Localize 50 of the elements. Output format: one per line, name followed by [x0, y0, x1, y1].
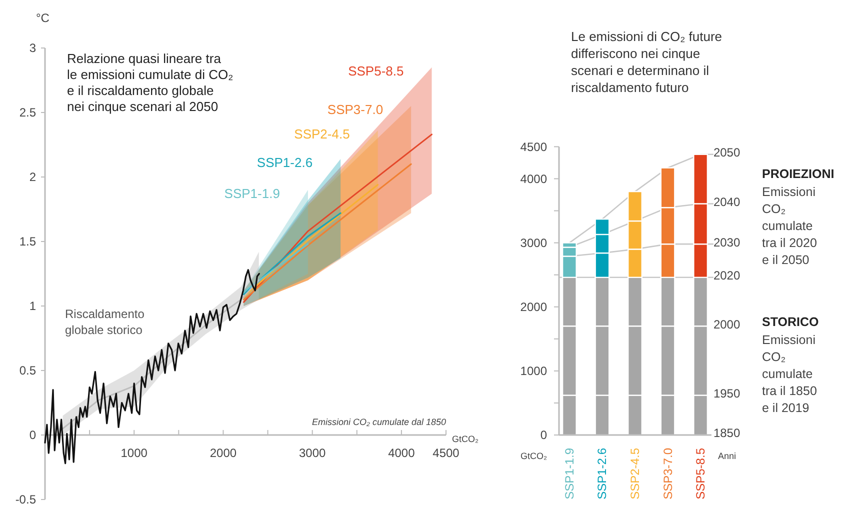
series-label: Riscaldamento globale storico — [65, 307, 145, 337]
annotation: 2020 — [713, 268, 740, 283]
annotation: 1850 — [713, 426, 740, 440]
y-tick-label: -0.5 — [15, 492, 36, 507]
text: SSP1-1.9 — [224, 186, 280, 201]
x-tick-label: 3000 — [298, 446, 326, 460]
annotation: 2050 — [713, 146, 740, 160]
y-axis-title: GtCO₂ — [520, 451, 548, 461]
x-tick-label: SSP5-8.5 — [694, 448, 708, 500]
y-tick-label: 1 — [29, 299, 36, 314]
y-tick-label: 4000 — [520, 172, 548, 186]
text: SSP3-7.0 — [327, 102, 384, 118]
text: SSP1-2.6 — [256, 154, 313, 170]
x-tick-label: SSP2-4.5 — [628, 448, 642, 500]
y-tick-label: 0.5 — [19, 364, 36, 378]
text: Emissioni CO₂ cumulate tra il 1850 e il 2019 — [762, 333, 817, 415]
y-tick-label: 2.5 — [19, 106, 36, 120]
text: SSP2-4.5 — [294, 126, 350, 142]
x-tick-label: 4500 — [432, 446, 460, 460]
x-tick-label: 2000 — [210, 446, 237, 460]
text: Relazione quasi lineare tra le emissioni cumulate di CO₂ e il riscaldamento globale nei cinque scenari al 2050 — [67, 51, 234, 114]
y-tick-label: 1.5 — [19, 234, 36, 249]
text: Emissioni CO₂ cumulate tra il 2020 e il 2050 — [762, 185, 817, 267]
text: STORICO — [762, 315, 819, 329]
text: GtCO₂ — [452, 434, 479, 444]
x-tick-label: 4000 — [388, 446, 416, 460]
text: SSP5-8.5 — [348, 63, 404, 78]
x-tick-label: 1000 — [120, 446, 148, 460]
y-axis-title: °C — [36, 11, 50, 25]
text: Anni — [718, 451, 736, 461]
line-series — [44, 269, 260, 464]
y-tick-label: 2000 — [520, 300, 548, 314]
x-axis-title: Emissioni CO₂ cumulate dal 1850 — [312, 417, 446, 427]
y-tick-label: 2 — [29, 170, 36, 184]
annotation: 2000 — [713, 317, 740, 332]
annotation: 2030 — [713, 235, 740, 250]
line-series — [62, 279, 260, 430]
y-tick-label: 3000 — [520, 236, 548, 250]
y-tick-label: 3 — [29, 41, 36, 56]
x-tick-label: SSP3-7.0 — [660, 448, 675, 500]
chart-title: Le emissioni di CO₂ future differiscono nei cinque scenari e determinano il riscaldamento futuro — [571, 29, 722, 95]
annotation: 1950 — [713, 386, 740, 400]
text: PROIEZIONI — [762, 167, 834, 181]
annotation: 2040 — [713, 194, 740, 209]
y-tick-label: 0 — [29, 428, 36, 442]
x-tick-label: SSP1-1.9 — [562, 448, 576, 500]
x-tick-label: SSP1-2.6 — [595, 448, 610, 500]
y-tick-label: 1000 — [520, 364, 548, 378]
y-tick-label: 0 — [540, 428, 548, 442]
y-tick-label: 4500 — [520, 140, 548, 154]
